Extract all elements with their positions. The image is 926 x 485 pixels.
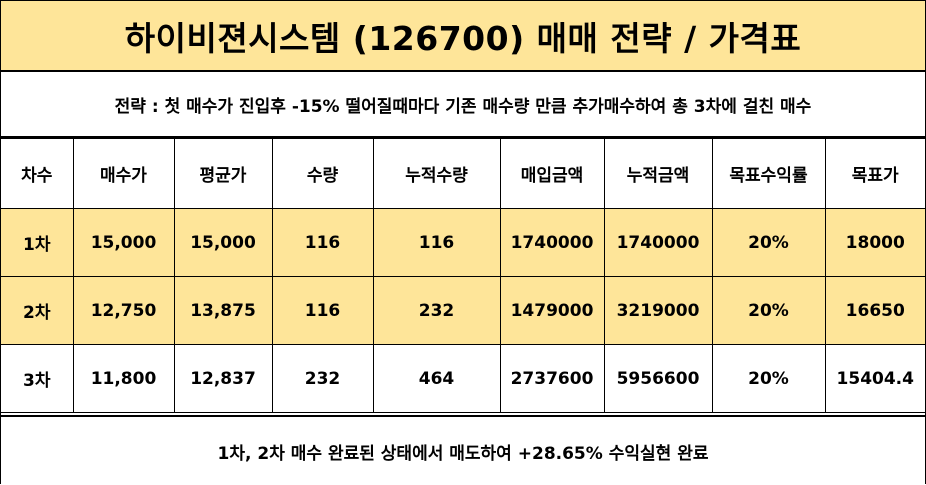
table-row: 1차 15,000 15,000 116 116 1740000 1740000…: [1, 208, 925, 277]
cell-avg-price: 12,837: [173, 344, 273, 413]
cell-quantity: 232: [271, 344, 374, 413]
cell-buy-price: 11,800: [72, 344, 175, 413]
cell-avg-price: 15,000: [173, 208, 273, 277]
header-avg-price: 평균가: [173, 138, 273, 209]
header-purchase-amount: 매입금액: [499, 138, 605, 209]
strategy-note: 전략 : 첫 매수가 진입후 -15% 떨어질때마다 기존 매수량 만큼 추가매…: [1, 72, 925, 138]
header-quantity: 수량: [271, 138, 374, 209]
cell-target-price: 15404.4: [824, 344, 925, 413]
cell-cum-quantity: 116: [372, 208, 501, 277]
cell-round: 1차: [1, 208, 74, 277]
cell-cum-amount: 5956600: [603, 344, 713, 413]
cell-cum-amount: 1740000: [603, 208, 713, 277]
header-cum-amount: 누적금액: [603, 138, 713, 209]
cell-purchase-amount: 1479000: [499, 276, 605, 345]
cell-quantity: 116: [271, 208, 374, 277]
cell-cum-quantity: 464: [372, 344, 501, 413]
table-header-row: 차수 매수가 평균가 수량 누적수량 매입금액 누적금액 목표수익률 목표가: [1, 138, 925, 209]
table-row: 3차 11,800 12,837 232 464 2737600 5956600…: [1, 344, 925, 413]
cell-buy-price: 15,000: [72, 208, 175, 277]
header-cum-quantity: 누적수량: [372, 138, 501, 209]
cell-target-price: 16650: [824, 276, 925, 345]
result-note: 1차, 2차 매수 완료된 상태에서 매도하여 +28.65% 수익실현 완료: [1, 415, 925, 485]
header-buy-price: 매수가: [72, 138, 175, 209]
cell-round: 2차: [1, 276, 74, 345]
table-row: 2차 12,750 13,875 116 232 1479000 3219000…: [1, 276, 925, 345]
cell-target-price: 18000: [824, 208, 925, 277]
cell-quantity: 116: [271, 276, 374, 345]
cell-purchase-amount: 2737600: [499, 344, 605, 413]
cell-purchase-amount: 1740000: [499, 208, 605, 277]
cell-target-return: 20%: [711, 208, 826, 277]
header-target-price: 목표가: [824, 138, 925, 209]
cell-round: 3차: [1, 344, 74, 413]
sheet-title: 하이비젼시스템 (126700) 매매 전략 / 가격표: [1, 1, 925, 72]
cell-cum-amount: 3219000: [603, 276, 713, 345]
header-round: 차수: [1, 138, 74, 209]
cell-cum-quantity: 232: [372, 276, 501, 345]
cell-target-return: 20%: [711, 344, 826, 413]
price-table: 차수 매수가 평균가 수량 누적수량 매입금액 누적금액 목표수익률 목표가 1…: [1, 138, 925, 413]
cell-buy-price: 12,750: [72, 276, 175, 345]
cell-avg-price: 13,875: [173, 276, 273, 345]
cell-target-return: 20%: [711, 276, 826, 345]
header-target-return: 목표수익률: [711, 138, 826, 209]
